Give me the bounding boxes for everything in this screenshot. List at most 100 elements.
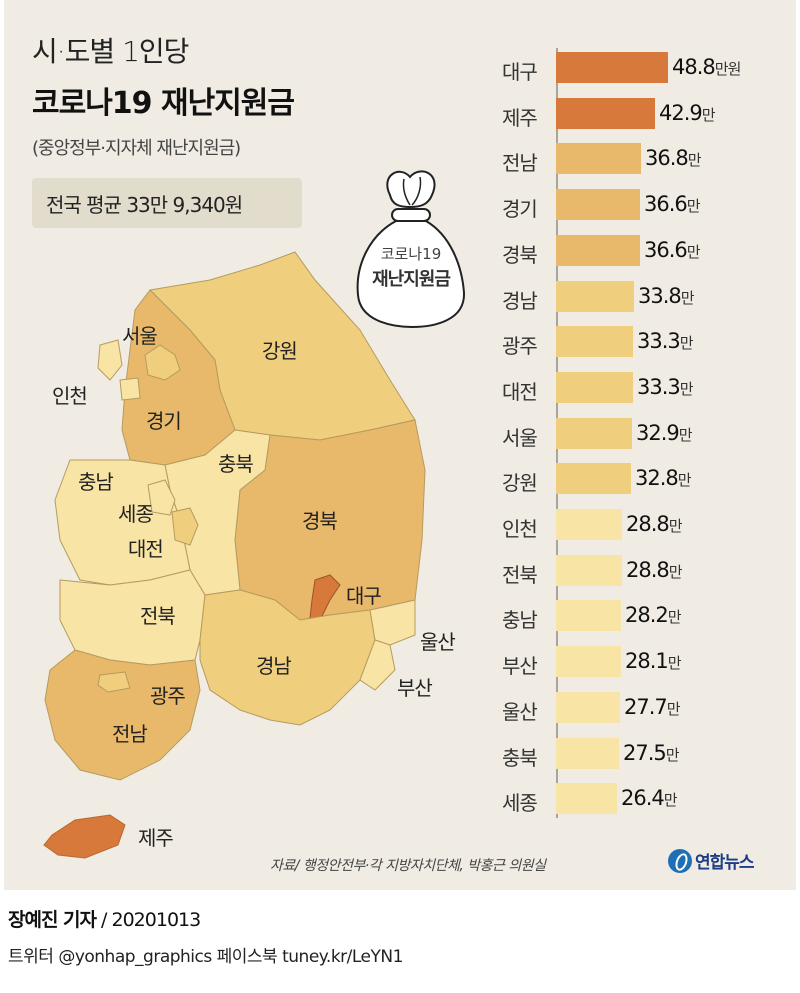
region-ulsan (369, 599, 416, 646)
money-bag-icon (356, 170, 466, 329)
bar-value-unit: 만 (679, 379, 694, 398)
national-average-text: 전국 평균 33만 9,340원 (46, 192, 243, 217)
bar-label: 부산 (502, 654, 538, 679)
bar-value-number: 28.8 (626, 557, 670, 582)
map-label-chungbuk: 충북 (218, 452, 254, 476)
byline: 장예진 기자 / 20201013 (8, 905, 201, 932)
bar (556, 417, 632, 449)
map-label-daejeon: 대전 (128, 537, 164, 561)
region-jeju (43, 814, 126, 859)
bar-value-unit: 만 (687, 151, 702, 170)
region-jeonbuk (59, 569, 206, 666)
bar-row: 경북 36.6만 (492, 233, 792, 279)
region-seoul (144, 344, 181, 381)
yonhap-logo-icon (668, 848, 692, 873)
bar-value-unit: 만 (663, 791, 678, 810)
bar (556, 143, 641, 175)
bar-value-number: 33.3 (637, 329, 681, 354)
bar-value-unit: 만 (666, 699, 681, 718)
bar (556, 97, 655, 129)
bar (556, 189, 640, 221)
bar-row: 경기 36.6만 (492, 187, 792, 233)
bar-row: 경남 33.8만 (492, 279, 792, 325)
bar-value: 27.5만 (623, 741, 680, 765)
bar-value: 32.8만 (635, 466, 692, 490)
region-busan (359, 639, 396, 691)
bar-label: 경기 (502, 197, 538, 222)
yonhap-logo: 연합뉴스 (668, 848, 755, 873)
bar-label: 대구 (502, 60, 538, 84)
bag-label-line1: 코로나19 (380, 245, 442, 263)
bar (556, 646, 621, 678)
map-label-gyeongnam: 경남 (256, 654, 292, 678)
map-label-gangwon: 강원 (262, 339, 298, 363)
map-label-chungnam: 충남 (78, 470, 114, 494)
region-gwangju (97, 671, 131, 693)
bar-value: 26.4만 (621, 786, 678, 811)
bar (556, 783, 617, 815)
region-gyeongnam (199, 589, 376, 726)
map-label-busan: 부산 (397, 676, 433, 700)
region-daegu (309, 574, 341, 621)
bar-label: 대전 (502, 379, 538, 404)
map-label-sejong: 세종 (118, 502, 154, 526)
bar-value: 28.8만 (626, 512, 683, 536)
bar-label: 인천 (502, 517, 538, 541)
bar-value-number: 28.8 (626, 512, 670, 536)
bar-value: 32.9만 (636, 420, 693, 445)
bar-value-unit: 만 (667, 608, 682, 627)
bar-value-number: 27.7 (624, 694, 668, 719)
bar-label: 광주 (502, 334, 538, 359)
bar-label: 강원 (502, 471, 538, 496)
bar-row: 대구 48.8만원 (492, 50, 792, 96)
bar-row: 대전 33.3만 (492, 370, 792, 416)
title-line2: 코로나19 재난지원금 (32, 86, 295, 121)
bar-row: 서울 32.9만 (492, 416, 792, 462)
bar-row: 전남 36.8만 (492, 141, 792, 187)
bar (556, 600, 621, 632)
korea-choropleth-map (43, 251, 426, 859)
bar-value-number: 36.6 (644, 192, 688, 217)
map-label-daegu: 대구 (346, 584, 382, 608)
bar-row: 세종 26.4만 (492, 781, 792, 827)
reporter-name: 장예진 기자 (8, 909, 97, 931)
bar-value-unit: 만 (701, 105, 716, 124)
bar-value-unit: 만 (668, 562, 683, 581)
map-label-gwangju: 광주 (150, 684, 186, 708)
bar (556, 52, 668, 83)
bar-row: 부산 28.1만 (492, 644, 792, 690)
bar-value-number: 33.8 (638, 283, 682, 308)
bar-value: 36.6만 (644, 192, 701, 217)
bar-value-number: 28.1 (625, 649, 669, 674)
bar-value: 36.6만 (644, 238, 701, 262)
bar-value: 33.8만 (638, 283, 695, 308)
subtitle: (중앙정부·지자체 재난지원금) (32, 138, 241, 159)
bag-label-line2: 재난지원금 (372, 269, 451, 290)
bar-value-number: 42.9 (659, 100, 703, 125)
bar (556, 280, 634, 312)
bar-value-unit: 만 (686, 242, 701, 261)
bar-value-number: 32.9 (636, 420, 680, 445)
map-label-gyeongbuk: 경북 (302, 509, 338, 533)
bar (556, 554, 622, 586)
bar-value: 33.3만 (637, 329, 694, 354)
bar-value-unit: 만원 (714, 60, 742, 78)
bar (556, 463, 631, 495)
bar-label: 충북 (502, 745, 538, 770)
yonhap-logo-text: 연합뉴스 (695, 853, 755, 873)
bar (556, 509, 622, 540)
bar-value-unit: 만 (679, 334, 694, 353)
bar (556, 371, 633, 403)
bar-value-number: 26.4 (621, 786, 665, 811)
bar-value-number: 33.3 (637, 374, 681, 399)
bar-label: 전남 (502, 151, 538, 176)
bar-label: 울산 (502, 699, 538, 724)
region-sejong (147, 479, 176, 516)
map-label-incheon: 인천 (52, 384, 88, 408)
bar-row: 인천 28.8만 (492, 507, 792, 553)
title-line1: 시·도별 1인당 (32, 35, 189, 68)
bar (556, 234, 640, 266)
bar-value-number: 48.8 (672, 55, 716, 79)
bar-label: 제주 (502, 105, 538, 130)
bar-value: 28.2만 (625, 603, 682, 627)
